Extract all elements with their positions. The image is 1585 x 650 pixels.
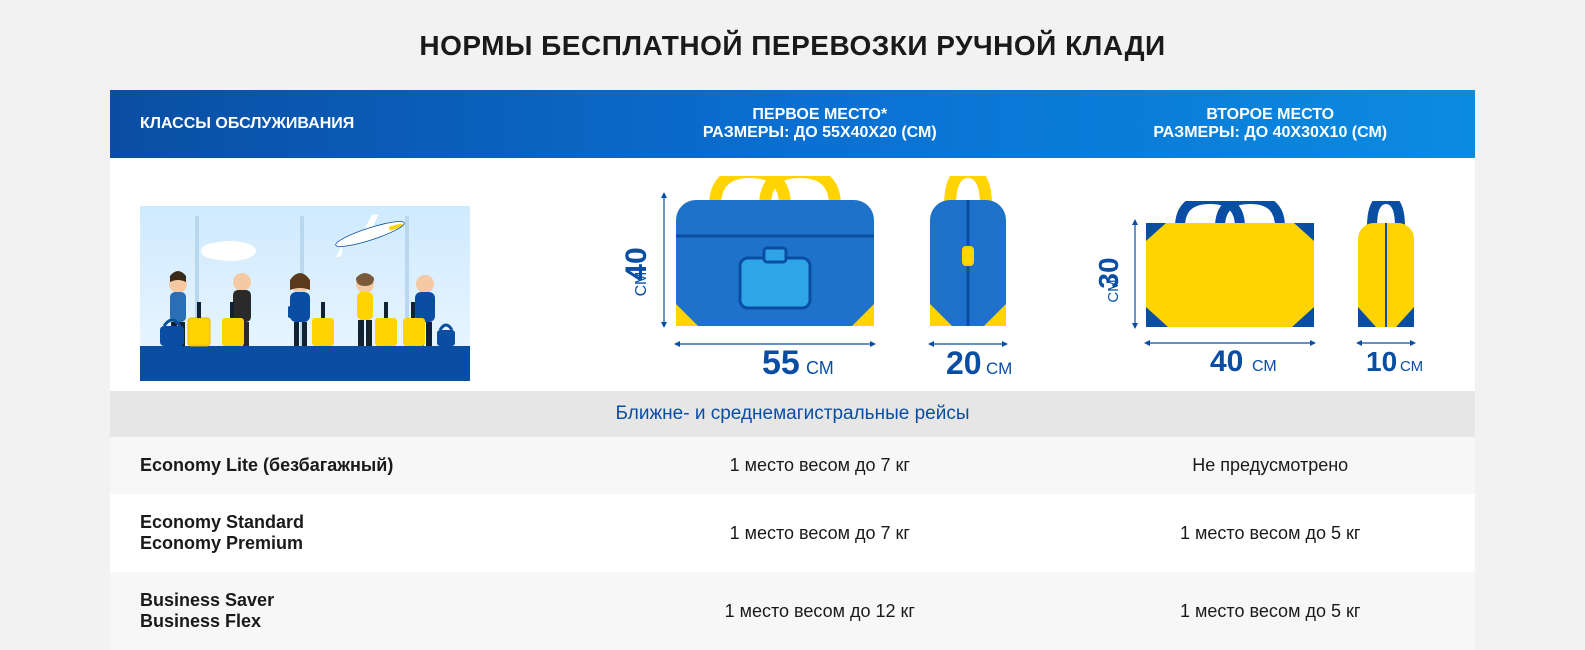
header-second-item: ВТОРОЕ МЕСТО РАЗМЕРЫ: ДО 40Х30Х10 (СМ) — [1065, 90, 1475, 158]
table-header: КЛАССЫ ОБСЛУЖИВАНИЯ ПЕРВОЕ МЕСТО* РАЗМЕР… — [110, 90, 1475, 158]
class-line1: Business Saver — [140, 590, 274, 610]
first-item-cell: 1 место весом до 12 кг — [574, 572, 1065, 650]
illustration-row: 40 СМ — [110, 158, 1475, 391]
header-first-item-title: ПЕРВОЕ МЕСТО* — [752, 106, 887, 123]
class-line2: Economy Premium — [140, 533, 303, 553]
bag1-height-unit: СМ — [633, 272, 650, 297]
class-cell: Business Saver Business Flex — [110, 572, 574, 650]
passengers-illustration — [110, 158, 574, 391]
page-title: НОРМЫ БЕСПЛАТНОЙ ПЕРЕВОЗКИ РУЧНОЙ КЛАДИ — [110, 30, 1475, 62]
bag1-depth-unit: СМ — [986, 359, 1012, 378]
header-first-item-dims: РАЗМЕРЫ: ДО 55Х40Х20 (СМ) — [703, 124, 937, 141]
second-item-cell: 1 место весом до 5 кг — [1065, 494, 1475, 572]
bag-first-diagram: 40 СМ — [574, 158, 1065, 391]
class-line1: Economy Standard — [140, 512, 304, 532]
table-row: Economy Lite (безбагажный) 1 место весом… — [110, 437, 1475, 494]
bag2-width-unit: СМ — [1252, 358, 1277, 375]
bag1-depth-value: 20 — [946, 345, 982, 381]
bag2-depth-unit: СМ — [1400, 358, 1423, 375]
bag-second-diagram: 30 СМ 40 СМ — [1065, 158, 1475, 391]
header-service-classes: КЛАССЫ ОБСЛУЖИВАНИЯ — [110, 90, 574, 158]
second-item-cell: Не предусмотрено — [1065, 437, 1475, 494]
header-first-item: ПЕРВОЕ МЕСТО* РАЗМЕРЫ: ДО 55Х40Х20 (СМ) — [574, 90, 1065, 158]
section-short-medium-haul: Ближне- и среднемагистральные рейсы — [110, 391, 1475, 437]
header-second-item-title: ВТОРОЕ МЕСТО — [1206, 106, 1334, 123]
bag2-width-value: 40 — [1210, 345, 1243, 378]
class-line2: Business Flex — [140, 611, 261, 631]
class-cell: Economy Standard Economy Premium — [110, 494, 574, 572]
second-item-cell: 1 место весом до 5 кг — [1065, 572, 1475, 650]
bag2-depth-value: 10 — [1366, 346, 1397, 377]
bag2-height-unit: СМ — [1105, 279, 1122, 302]
table-row: Economy Standard Economy Premium 1 место… — [110, 494, 1475, 572]
bag1-width-value: 55 — [762, 344, 800, 381]
first-item-cell: 1 место весом до 7 кг — [574, 437, 1065, 494]
first-item-cell: 1 место весом до 7 кг — [574, 494, 1065, 572]
header-second-item-dims: РАЗМЕРЫ: ДО 40Х30Х10 (СМ) — [1153, 124, 1387, 141]
bag1-width-unit: СМ — [806, 358, 834, 378]
class-line1: Economy Lite (безбагажный) — [140, 455, 393, 475]
table-row: Business Saver Business Flex 1 место вес… — [110, 572, 1475, 650]
class-cell: Economy Lite (безбагажный) — [110, 437, 574, 494]
